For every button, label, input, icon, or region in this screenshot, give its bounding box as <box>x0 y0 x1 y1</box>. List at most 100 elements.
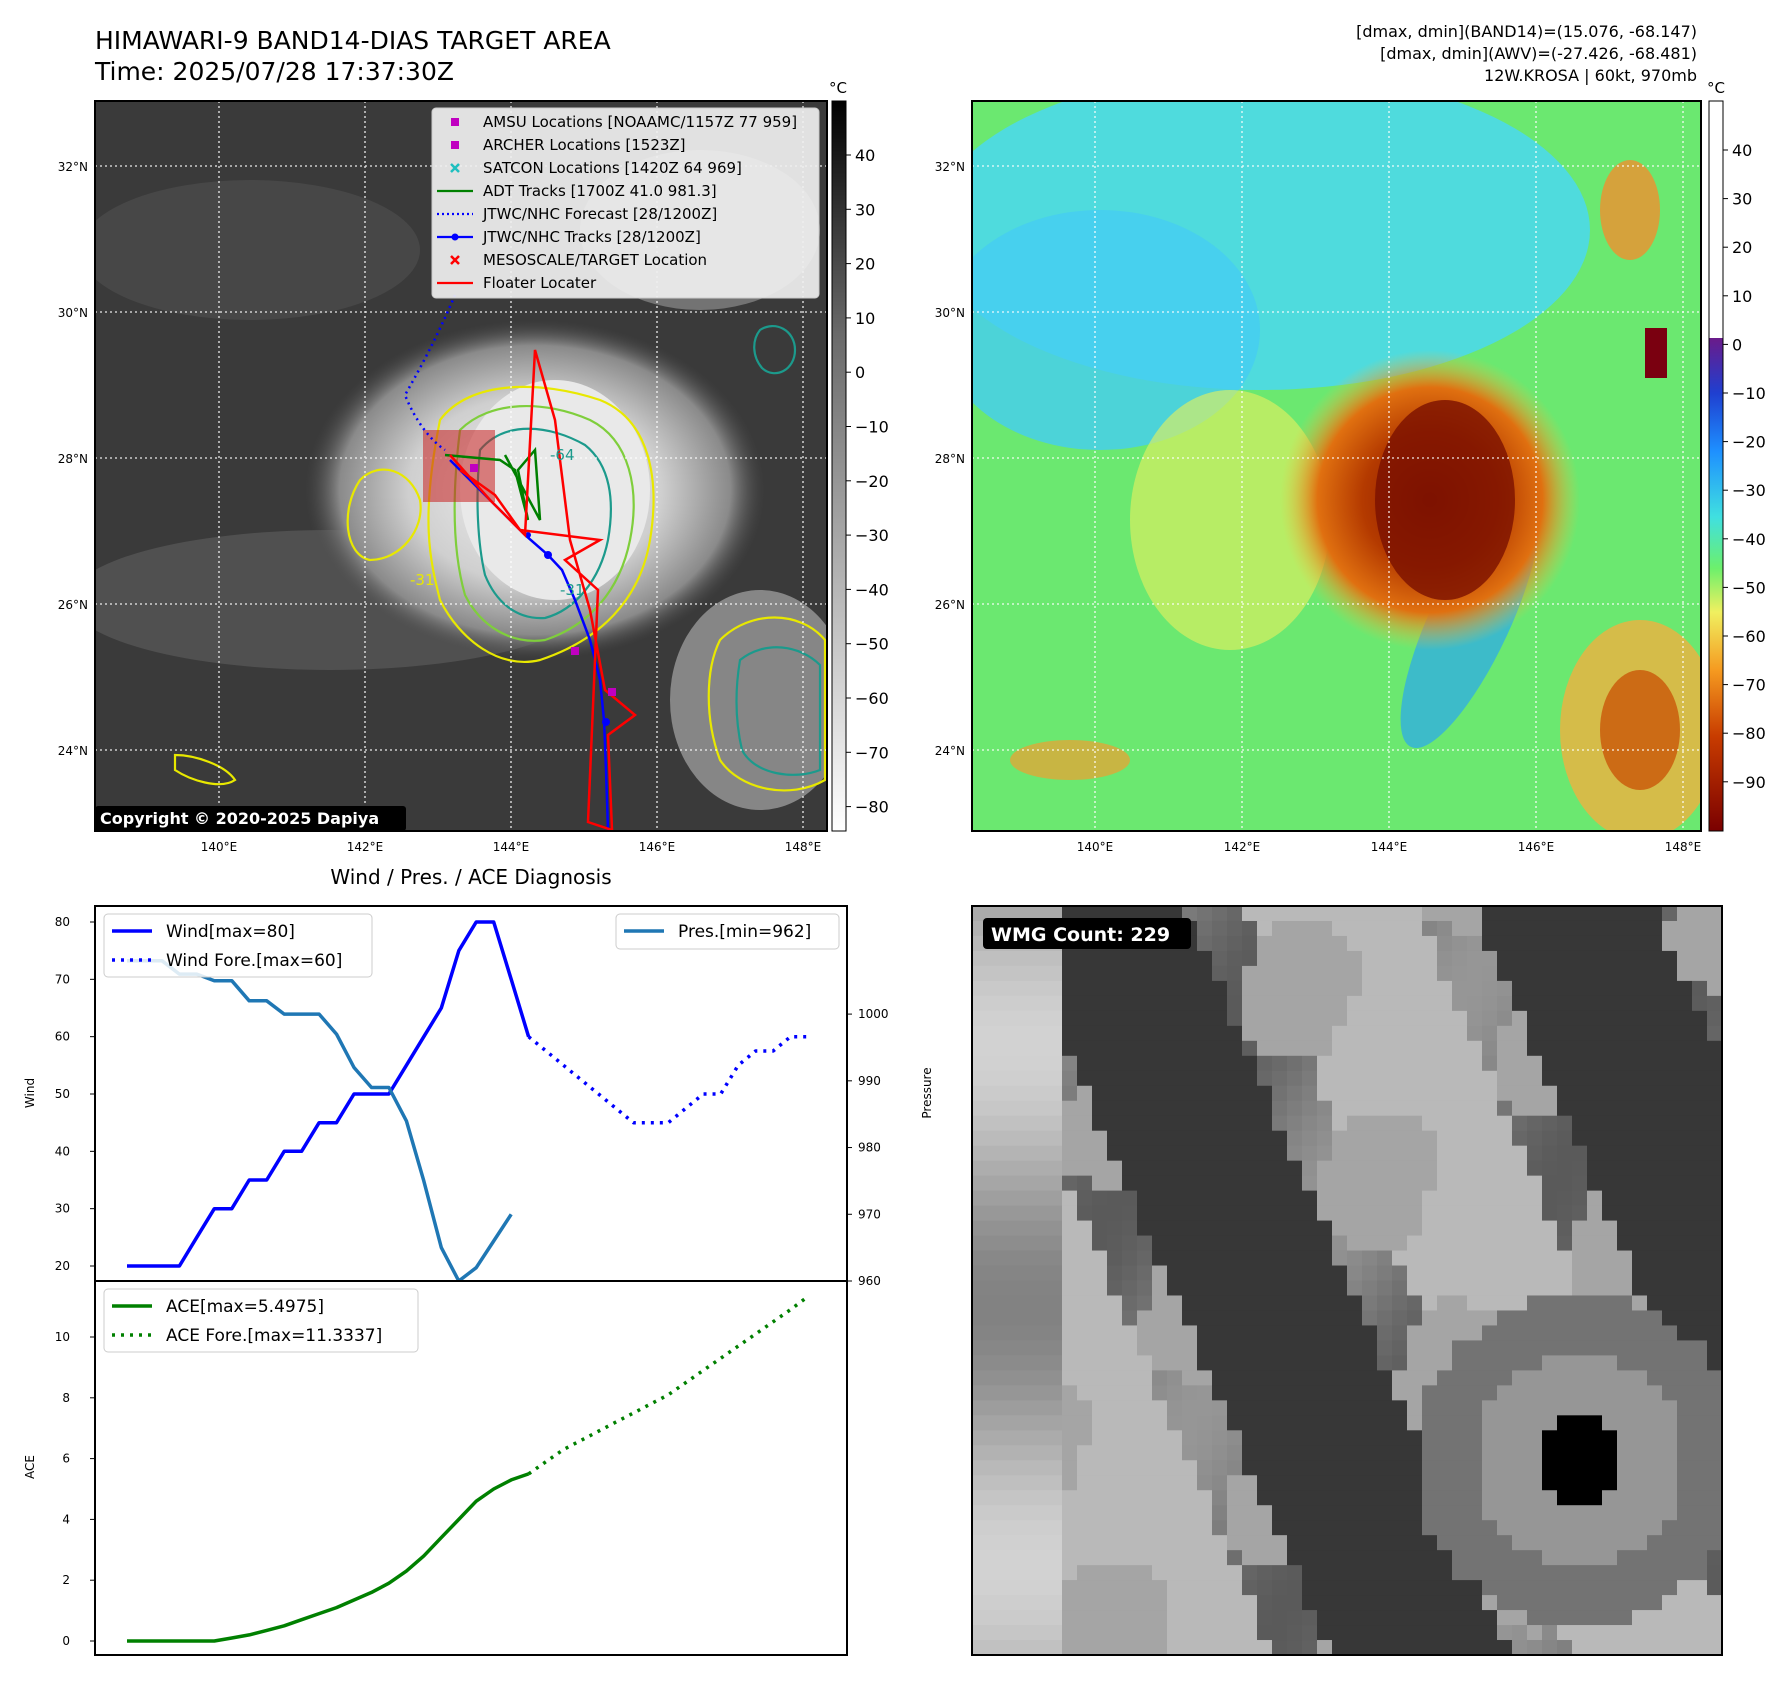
wv-lat-tick-32: 32°N <box>935 160 965 174</box>
wind-tick-label: 30 <box>55 1202 70 1216</box>
ir-legend-item: Floater Locater <box>437 274 597 292</box>
storm-info: 12W.KROSA | 60kt, 970mb <box>1484 66 1697 85</box>
ace-series-line-1 <box>527 1295 810 1476</box>
pressure-legend: Pres.[min=962] <box>615 913 840 950</box>
legend-x-marker <box>450 255 460 265</box>
pressure-tick-label: 970 <box>858 1207 881 1221</box>
colorbar-tick: −60 <box>855 689 889 708</box>
ir-legend-label: MESOSCALE/TARGET Location <box>483 251 707 269</box>
ace-tick-label: 6 <box>62 1452 70 1466</box>
pressure-tick-label: 1000 <box>858 1007 889 1021</box>
ir-lon-tick-144: 144°E <box>493 840 530 854</box>
ir-satellite-panel: -64 -31 -31 AMSU Locations [NOAAMC/1157Z… <box>58 79 889 854</box>
stats-band14: [dmax, dmin](BAND14)=(15.076, -68.147) <box>1356 22 1697 41</box>
colorbar-tick: 20 <box>855 255 875 274</box>
legend-square-marker <box>451 118 459 126</box>
ace-series-line-0 <box>127 1472 530 1643</box>
colorbar-tick: −30 <box>1732 481 1766 500</box>
ir-lat-tick-32: 32°N <box>58 160 88 174</box>
pressure-tick-label: 990 <box>858 1074 881 1088</box>
ir-lat-tick-28: 28°N <box>58 452 88 466</box>
ir-legend-item: ADT Tracks [1700Z 41.0 981.3] <box>437 182 717 200</box>
wv-colorbar <box>1708 100 1724 832</box>
wmg-count-label: WMG Count: 229 <box>991 924 1170 946</box>
colorbar-tick: 30 <box>855 200 875 219</box>
contour-label-1: -64 <box>550 446 575 464</box>
ir-lat-tick-30: 30°N <box>58 306 88 320</box>
colorbar-tick: −90 <box>1732 773 1766 792</box>
colorbar-tick: −70 <box>1732 676 1766 695</box>
wind-legend: Wind[max=80] Wind Fore.[max=60] <box>103 913 373 978</box>
ir-lon-tick-140: 140°E <box>201 840 238 854</box>
ir-legend: AMSU Locations [NOAAMC/1157Z 77 959] ARCH… <box>431 107 820 299</box>
colorbar-tick: −50 <box>855 635 889 654</box>
wind-tick-label: 50 <box>55 1087 70 1101</box>
legend-wind: Wind[max=80] <box>166 922 295 942</box>
legend-dot-marker <box>451 233 459 241</box>
ace-tick-label: 10 <box>55 1330 70 1344</box>
wind-tick-label: 80 <box>55 915 70 929</box>
ir-legend-label: JTWC/NHC Forecast [28/1200Z] <box>482 205 717 223</box>
wv-lon-tick-146: 146°E <box>1518 840 1555 854</box>
colorbar-tick: −40 <box>1732 530 1766 549</box>
wind-pressure-chart: 80 70 60 50 40 30 20 1000 990 980 970 960 Wind Pre… <box>23 905 934 1288</box>
wv-colorbar-unit: °C <box>1707 79 1725 97</box>
legend-x-marker <box>450 163 460 173</box>
legend-square-marker <box>451 141 459 149</box>
ir-lat-tick-26: 26°N <box>58 598 88 612</box>
floater-track <box>449 349 638 831</box>
adt-track <box>444 446 542 521</box>
colorbar-tick: −20 <box>855 472 889 491</box>
copyright-label: Copyright © 2020-2025 Dapiya <box>100 809 379 828</box>
colorbar-tick: 10 <box>1732 287 1752 306</box>
wv-lat-tick-28: 28°N <box>935 452 965 466</box>
colorbar-tick: 40 <box>1732 141 1752 160</box>
wind-tick-label: 60 <box>55 1030 70 1044</box>
wv-satellite-panel: 32°N 30°N 28°N 26°N 24°N 140°E 142°E 144… <box>935 79 1766 854</box>
diagnosis-title: Wind / Pres. / ACE Diagnosis <box>330 865 611 889</box>
ir-legend-item: ARCHER Locations [1523Z] <box>451 136 686 154</box>
pressure-axis-label: Pressure <box>920 1067 934 1118</box>
wv-lon-tick-144: 144°E <box>1371 840 1408 854</box>
pressure-tick-label: 980 <box>858 1141 881 1155</box>
legend-pressure: Pres.[min=962] <box>678 922 811 942</box>
wv-lon-tick-140: 140°E <box>1077 840 1114 854</box>
legend-ace-fore: ACE Fore.[max=11.3337] <box>166 1326 382 1346</box>
ir-legend-item: MESOSCALE/TARGET Location <box>450 251 707 269</box>
ace-legend: ACE[max=5.4975] ACE Fore.[max=11.3337] <box>103 1288 419 1353</box>
colorbar-tick: 30 <box>1732 190 1752 209</box>
colorbar-tick: 40 <box>855 146 875 165</box>
legend-wind-fore: Wind Fore.[max=60] <box>166 951 342 971</box>
wv-lon-tick-142: 142°E <box>1224 840 1261 854</box>
colorbar-tick: −30 <box>855 526 889 545</box>
ir-legend-label: SATCON Locations [1420Z 64 969] <box>483 159 742 177</box>
figure-title: HIMAWARI-9 BAND14-DIAS TARGET AREA <box>95 26 611 55</box>
colorbar-tick: −10 <box>855 418 889 437</box>
ir-lat-tick-24: 24°N <box>58 744 88 758</box>
stats-awv: [dmax, dmin](AWV)=(-27.426, -68.481) <box>1380 44 1697 63</box>
ir-legend-label: ARCHER Locations [1523Z] <box>483 136 686 154</box>
colorbar-tick: −20 <box>1732 433 1766 452</box>
legend-ace: ACE[max=5.4975] <box>166 1297 324 1317</box>
wind-tick-label: 40 <box>55 1144 70 1158</box>
colorbar-tick: −10 <box>1732 384 1766 403</box>
colorbar-tick: 10 <box>855 309 875 328</box>
contour-label-3: -31 <box>560 581 585 599</box>
ir-legend-label: AMSU Locations [NOAAMC/1157Z 77 959] <box>483 113 797 131</box>
wv-lat-tick-26: 26°N <box>935 598 965 612</box>
colorbar-tick: 20 <box>1732 238 1752 257</box>
wmg-panel: WMG Count: 229 <box>971 905 1723 1656</box>
ir-legend-item: SATCON Locations [1420Z 64 969] <box>450 159 742 177</box>
ace-axis-label: ACE <box>23 1455 37 1479</box>
ir-legend-item: AMSU Locations [NOAAMC/1157Z 77 959] <box>451 113 797 131</box>
ir-colorbar-unit: °C <box>829 79 847 97</box>
colorbar-tick: −50 <box>1732 578 1766 597</box>
colorbar-tick: −80 <box>855 798 889 817</box>
ace-chart: 10 8 6 4 2 0 ACE ACE[max=5.4975] ACE Fore.[ma… <box>23 1280 848 1656</box>
pressure-tick-label: 960 <box>858 1274 881 1288</box>
contour-label-2: -31 <box>410 571 435 589</box>
ir-lon-tick-148: 148°E <box>785 840 822 854</box>
colorbar-tick: −70 <box>855 743 889 762</box>
wv-lat-tick-30: 30°N <box>935 306 965 320</box>
wv-lat-tick-24: 24°N <box>935 744 965 758</box>
